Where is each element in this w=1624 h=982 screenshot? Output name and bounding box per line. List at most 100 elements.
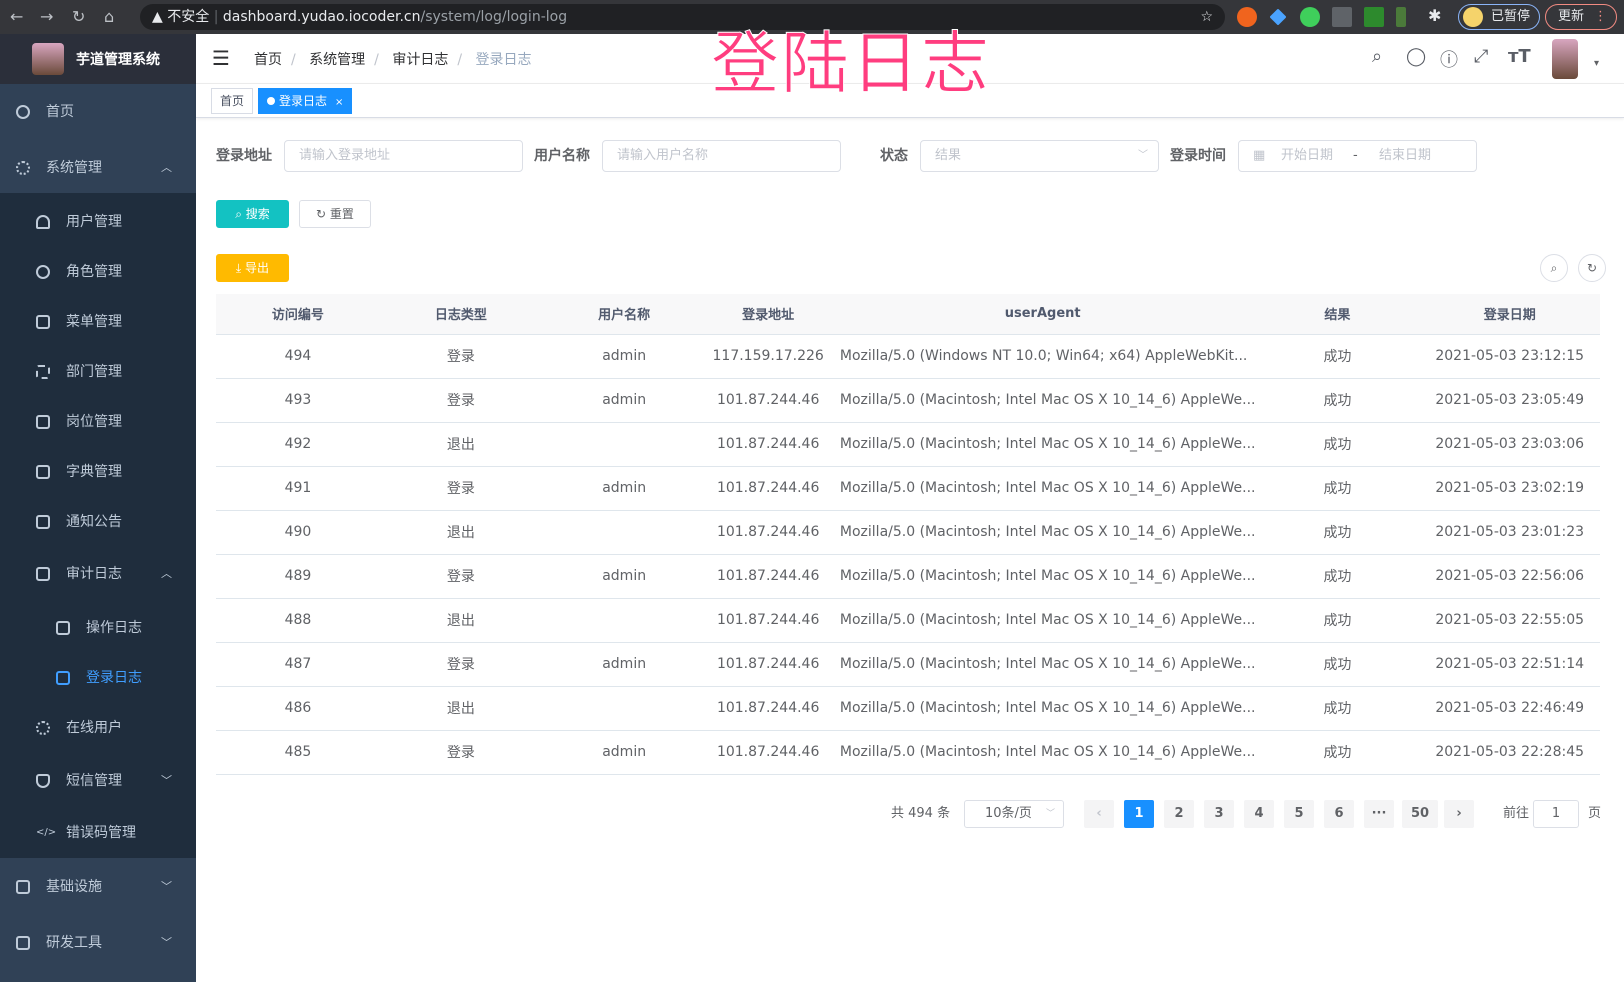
table-row[interactable]: 492 退出 101.87.244.46 Mozilla/5.0 (Macintosh…	[216, 422, 1600, 467]
reset-button[interactable]: ↻ 重置	[299, 200, 371, 228]
sidebar-item-posts[interactable]: 岗位管理	[0, 397, 196, 447]
extension-icon[interactable]	[1332, 7, 1352, 27]
page-size-select[interactable]: 10条/页 ﹀	[964, 800, 1064, 828]
table-row[interactable]: 491 登录 admin 101.87.244.46 Mozilla/5.0 (Maci…	[216, 466, 1600, 511]
sidebar-item-roles[interactable]: 角色管理	[0, 247, 196, 297]
profile-button[interactable]: 已暂停	[1458, 4, 1540, 30]
avatar	[1463, 7, 1483, 27]
time-label: 登录时间	[1170, 148, 1226, 164]
table-row[interactable]: 487 登录 admin 101.87.244.46 Mozilla/5.0 (Maci…	[216, 642, 1600, 687]
sidebar-item-operate-log[interactable]: 操作日志	[0, 603, 196, 653]
sidebar-item-users[interactable]: 用户管理	[0, 197, 196, 247]
column-header: 登录日期	[1419, 294, 1600, 335]
sidebar-logo[interactable]: 芋道管理系统	[0, 34, 196, 84]
sidebar-item-online-users[interactable]: 在线用户	[0, 703, 196, 753]
update-label: 更新	[1558, 9, 1585, 24]
sidebar-item-tools[interactable]: 研发工具 ﹀	[0, 918, 196, 968]
table-row[interactable]: 488 退出 101.87.244.46 Mozilla/5.0 (Macintosh…	[216, 598, 1600, 643]
table-row[interactable]: 493 登录 admin 101.87.244.46 Mozilla/5.0 (Maci…	[216, 378, 1600, 423]
table-cell: Mozilla/5.0 (Macintosh; Intel Mac OS X 1…	[829, 422, 1256, 467]
toggle-search-icon[interactable]: ⌕	[1540, 254, 1568, 282]
update-button[interactable]: 更新 ⋮	[1545, 4, 1617, 30]
help-icon[interactable]: ⓘ	[1440, 50, 1458, 71]
table-cell: 成功	[1255, 642, 1420, 687]
more-icon: ⋮	[1594, 9, 1608, 24]
table-cell	[541, 422, 707, 467]
puzzle-icon[interactable]: ✱	[1428, 6, 1442, 25]
github-icon[interactable]: ◯	[1406, 46, 1427, 67]
search-icon[interactable]: ⌕	[1372, 46, 1383, 67]
table-cell: 登录	[379, 642, 542, 687]
page-button[interactable]: 3	[1204, 800, 1234, 828]
status-select[interactable]: 结果 ﹀	[920, 140, 1159, 172]
hamburger-icon[interactable]: ☰	[212, 46, 230, 70]
page-button[interactable]: 50	[1402, 800, 1438, 828]
table-row[interactable]: 494 登录 admin 117.159.17.226 Mozilla/5.0 (Win…	[216, 334, 1600, 379]
status-label: 状态	[880, 148, 908, 164]
refresh-icon[interactable]: ↻	[1578, 254, 1606, 282]
page-button[interactable]: 6	[1324, 800, 1354, 828]
table-row[interactable]: 485 登录 admin 101.87.244.46 Mozilla/5.0 (Maci…	[216, 730, 1600, 775]
forward-icon[interactable]: →	[40, 7, 54, 26]
extension-icon[interactable]	[1300, 7, 1320, 27]
form-icon	[56, 621, 70, 635]
page-button[interactable]: 5	[1284, 800, 1314, 828]
page-button[interactable]: 4	[1244, 800, 1274, 828]
next-page-button[interactable]: ›	[1444, 800, 1474, 828]
export-button[interactable]: ⤓ 导出	[216, 254, 289, 282]
table-cell: 退出	[379, 686, 542, 731]
shield-icon	[36, 774, 50, 788]
sidebar-item-error-code[interactable]: </> 错误码管理	[0, 808, 196, 858]
end-date[interactable]: 结束日期	[1379, 148, 1432, 163]
start-date[interactable]: 开始日期	[1281, 148, 1334, 163]
more-pages-button[interactable]: ···	[1364, 800, 1394, 828]
tag-home[interactable]: 首页	[211, 88, 254, 114]
url-path: /system/log/login-log	[420, 9, 568, 25]
sidebar-item-depts[interactable]: 部门管理	[0, 347, 196, 397]
home-icon[interactable]: ⌂	[104, 7, 115, 26]
date-range-picker[interactable]: ▦ 开始日期 - 结束日期	[1238, 140, 1477, 172]
reload-icon[interactable]: ↻	[72, 7, 86, 26]
search-icon: ⌕	[235, 207, 246, 221]
user-avatar[interactable]	[1552, 39, 1578, 79]
close-icon[interactable]: ×	[335, 97, 344, 108]
extension-icon[interactable]	[1237, 7, 1257, 27]
back-icon[interactable]: ←	[10, 7, 24, 26]
page-button[interactable]: 2	[1164, 800, 1194, 828]
goto-page-input[interactable]: 1	[1533, 800, 1579, 828]
prev-page-button[interactable]: ‹	[1084, 800, 1114, 828]
extension-icon[interactable]	[1396, 7, 1406, 27]
table-cell: Mozilla/5.0 (Macintosh; Intel Mac OS X 1…	[829, 378, 1256, 423]
sidebar-item-system[interactable]: 系统管理 ︿	[0, 143, 196, 193]
sidebar-item-menus[interactable]: 菜单管理	[0, 297, 196, 347]
search-button[interactable]: ⌕ 搜索	[216, 200, 289, 228]
table-row[interactable]: 490 退出 101.87.244.46 Mozilla/5.0 (Macintosh…	[216, 510, 1600, 555]
sidebar-item-infra[interactable]: 基础设施 ﹀	[0, 862, 196, 912]
sidebar-item-notice[interactable]: 通知公告	[0, 497, 196, 547]
breadcrumb-item[interactable]: 系统管理	[309, 52, 366, 68]
breadcrumb-item[interactable]: 审计日志	[392, 52, 449, 68]
fullscreen-icon[interactable]: ⤢	[1474, 46, 1489, 67]
table-cell: 成功	[1255, 598, 1420, 643]
sidebar-item-sms[interactable]: 短信管理 ﹀	[0, 756, 196, 806]
page-button[interactable]: 1	[1124, 800, 1154, 828]
address-bar[interactable]: ▲ 不安全 | dashboard.yudao.iocoder.cn/syste…	[140, 4, 1225, 30]
extension-icon[interactable]	[1269, 8, 1287, 26]
sidebar-item-dict[interactable]: 字典管理	[0, 447, 196, 497]
caret-down-icon[interactable]: ▾	[1594, 58, 1600, 69]
table-row[interactable]: 486 退出 101.87.244.46 Mozilla/5.0 (Macintosh…	[216, 686, 1600, 731]
extension-icon[interactable]	[1364, 7, 1384, 27]
sidebar-item-home[interactable]: 首页	[0, 87, 196, 137]
sidebar-item-login-log[interactable]: 登录日志	[0, 653, 196, 703]
dashboard-icon	[16, 105, 30, 119]
breadcrumb-item[interactable]: 首页	[254, 52, 282, 68]
sidebar-item-audit-log[interactable]: 审计日志 ︿	[0, 549, 196, 599]
column-header: userAgent	[829, 294, 1256, 335]
address-input[interactable]: 请输入登录地址	[284, 140, 523, 172]
star-icon[interactable]: ☆	[1200, 9, 1213, 25]
table-cell: 退出	[379, 510, 542, 555]
table-row[interactable]: 489 登录 admin 101.87.244.46 Mozilla/5.0 (Maci…	[216, 554, 1600, 599]
tag-login-log[interactable]: 登录日志 ×	[258, 88, 353, 114]
font-size-icon[interactable]: ᴛT	[1508, 46, 1531, 67]
username-input[interactable]: 请输入用户名称	[602, 140, 841, 172]
